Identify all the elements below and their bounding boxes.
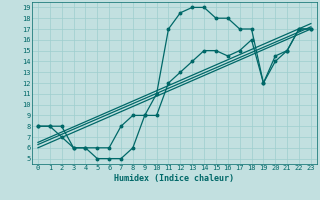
X-axis label: Humidex (Indice chaleur): Humidex (Indice chaleur)	[115, 174, 234, 183]
